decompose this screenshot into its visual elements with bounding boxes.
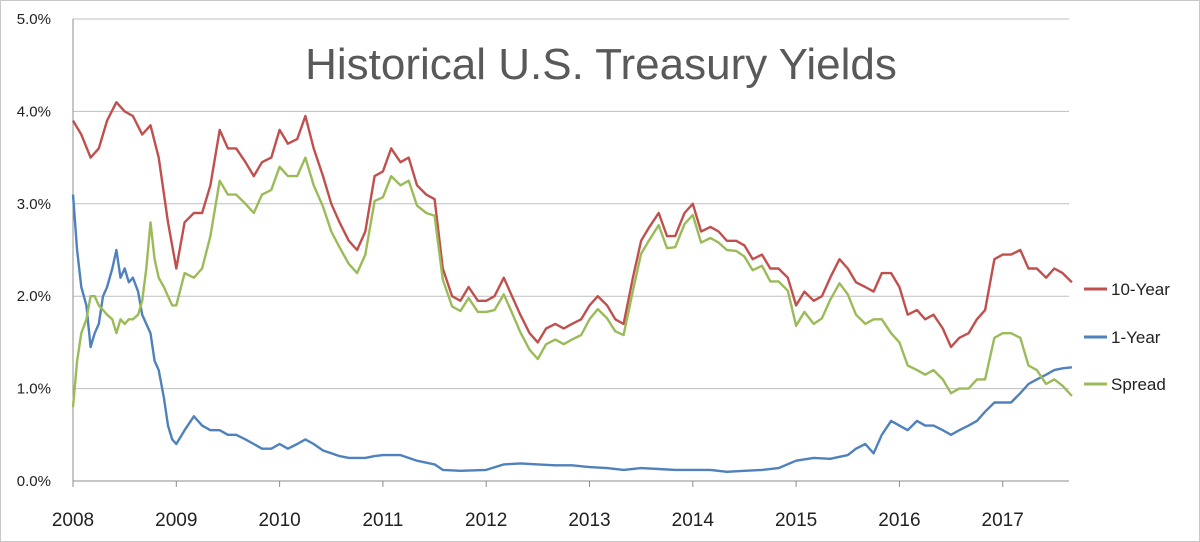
x-tick-label: 2015 xyxy=(775,510,817,531)
legend-label: 10-Year xyxy=(1111,280,1170,299)
x-tick-label: 2017 xyxy=(982,510,1024,531)
legend: 10-Year 1-Year Spread xyxy=(1084,280,1170,394)
series-line-1-year xyxy=(71,194,1073,473)
x-tick-label: 2011 xyxy=(362,510,403,531)
x-tick-label: 2013 xyxy=(568,510,610,531)
y-axis-ticks: 0.0% 1.0% 2.0% 3.0% 4.0% 5.0% xyxy=(17,11,51,490)
y-tick-label: 1.0% xyxy=(17,381,51,398)
series-lines xyxy=(71,101,1073,473)
x-tick-label: 2012 xyxy=(465,510,507,531)
y-tick-label: 0.0% xyxy=(17,473,51,490)
x-tick-label: 2010 xyxy=(258,510,300,531)
series-line-spread xyxy=(71,156,1073,408)
series-line-10-year xyxy=(71,101,1073,349)
y-tick-label: 3.0% xyxy=(17,196,51,213)
y-tick-label: 4.0% xyxy=(17,103,51,120)
x-tick-label: 2014 xyxy=(672,510,715,531)
x-tick-label: 2008 xyxy=(52,510,94,531)
y-tick-label: 2.0% xyxy=(17,288,51,305)
chart-title: Historical U.S. Treasury Yields xyxy=(305,40,897,89)
legend-label: Spread xyxy=(1111,375,1166,394)
y-tick-label: 5.0% xyxy=(17,11,51,28)
x-tick-label: 2009 xyxy=(155,510,197,531)
gridlines xyxy=(72,18,1069,482)
x-tick-label: 2016 xyxy=(878,510,920,531)
legend-label: 1-Year xyxy=(1111,328,1161,347)
x-axis-ticks: 2008 2009 2010 2011 2012 2013 2014 2015 2016 2017 xyxy=(52,481,1024,531)
